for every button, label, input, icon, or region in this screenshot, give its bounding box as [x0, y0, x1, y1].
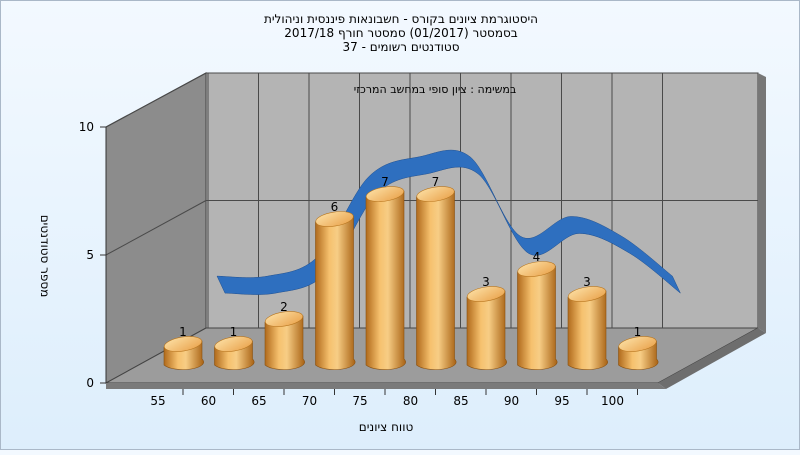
x-tick-label: 90 [504, 394, 519, 408]
bar: 2 [264, 300, 305, 370]
bar-top [466, 286, 506, 302]
bar-body [416, 190, 457, 370]
bar-value-label: 3 [482, 275, 490, 289]
bar-top [264, 311, 304, 327]
bar: 3 [567, 275, 608, 370]
chart-title-line-2: בסמסטר (01/2017) סמסטר חורף 2017/18 [284, 26, 517, 40]
bar-top [315, 211, 354, 227]
x-tick-label: 65 [251, 394, 266, 408]
plot-front-edge [106, 383, 666, 389]
y-tick-label: 10 [79, 120, 94, 134]
x-axis: 55 60 65 70 75 80 85 90 95 100 [150, 389, 638, 408]
bar: 4 [517, 250, 558, 370]
x-tick-label: 80 [403, 394, 418, 408]
x-tick-label: 85 [453, 394, 468, 408]
bar-value-label: 7 [381, 175, 389, 189]
plot-right-edge [758, 73, 766, 333]
bar-value-label: 1 [634, 325, 642, 339]
plot-floor-edge [658, 328, 766, 389]
bar-body [264, 315, 305, 370]
bar-body [567, 290, 608, 370]
bar-value-label: 3 [583, 275, 591, 289]
y-axis: 0 5 10 [79, 120, 107, 390]
bar-top [517, 261, 556, 277]
chart-subtitle: במשימה : ציון סופי במחשב המרכזי [354, 83, 517, 96]
bar-value-label: 7 [432, 175, 440, 189]
bar: 7 [365, 175, 406, 370]
bars-layer: 1 1 2 6 7 7 3 4 3 1 [163, 175, 659, 370]
chart-title-line-3: סטודנטים רשומים - 37 [342, 40, 459, 54]
x-tick-label: 60 [201, 394, 216, 408]
bar: 1 [214, 325, 255, 370]
bar-top [365, 186, 405, 202]
bar-top [416, 186, 455, 202]
x-tick-label: 95 [554, 394, 569, 408]
bar-body [466, 290, 507, 370]
bar-top [163, 336, 203, 352]
x-tick-label: 75 [352, 394, 367, 408]
x-tick-label: 55 [150, 394, 165, 408]
bar-top [618, 336, 657, 352]
bar-body [517, 265, 558, 370]
bar-value-label: 4 [533, 250, 541, 264]
bar: 1 [163, 325, 204, 370]
bar-value-label: 1 [230, 325, 238, 339]
bar-value-label: 6 [331, 200, 339, 214]
y-tick-label: 5 [86, 248, 94, 262]
x-tick-label: 70 [302, 394, 317, 408]
bar-top [567, 286, 607, 302]
bar: 1 [618, 325, 659, 370]
bar: 3 [466, 275, 507, 370]
bar: 7 [416, 175, 457, 370]
gridline-side [105, 72, 207, 128]
x-axis-label: טווח ציונים [359, 420, 414, 434]
grid-layer [105, 72, 758, 328]
x-tick-label: 100 [601, 394, 624, 408]
chart-title-line-1: היסטוגרמת ציונים בקורס - חשבונאות פיננסי… [264, 12, 538, 26]
bar-value-label: 1 [179, 325, 187, 339]
y-tick-label: 0 [86, 376, 94, 390]
bar-top [214, 336, 253, 352]
bar-body [365, 190, 406, 370]
bar-body [315, 215, 356, 370]
bar: 6 [315, 200, 356, 370]
bar-value-label: 2 [280, 300, 288, 314]
gridline-side [105, 200, 207, 256]
y-axis-label: מספר סטודנטים [38, 215, 52, 298]
